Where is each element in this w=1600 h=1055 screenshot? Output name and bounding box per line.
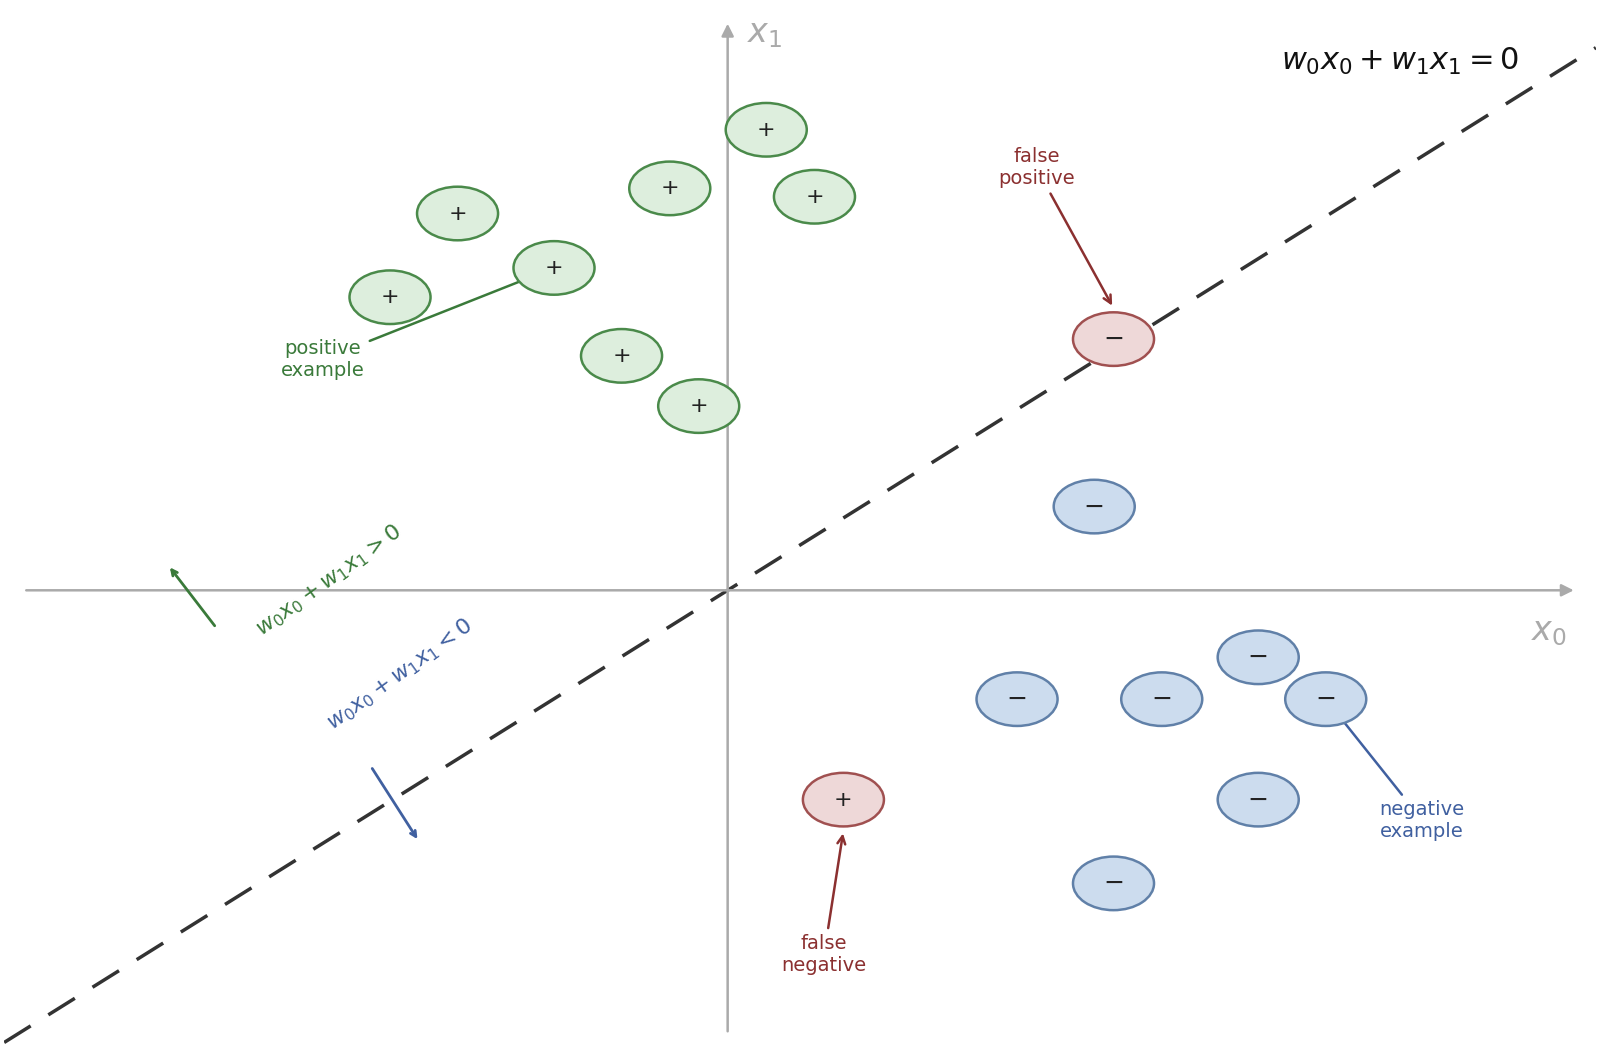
Text: +: +	[448, 204, 467, 224]
Text: positive
example: positive example	[280, 269, 549, 380]
Text: +: +	[381, 287, 400, 307]
Ellipse shape	[1218, 631, 1299, 684]
Text: −: −	[1248, 646, 1269, 669]
Ellipse shape	[581, 329, 662, 383]
Ellipse shape	[1218, 773, 1299, 826]
Text: $w_0 x_0 + w_1 x_1 < 0$: $w_0 x_0 + w_1 x_1 < 0$	[323, 614, 478, 735]
Ellipse shape	[349, 270, 430, 324]
Ellipse shape	[658, 380, 739, 433]
Ellipse shape	[726, 103, 806, 156]
Text: +: +	[661, 178, 678, 198]
Ellipse shape	[803, 773, 883, 826]
Text: +: +	[544, 257, 563, 277]
Ellipse shape	[774, 170, 854, 224]
Ellipse shape	[1074, 857, 1154, 910]
Text: +: +	[690, 396, 709, 416]
Text: −: −	[1083, 495, 1104, 519]
Ellipse shape	[1285, 672, 1366, 726]
Text: −: −	[1006, 687, 1027, 711]
Text: −: −	[1102, 871, 1125, 896]
Text: −: −	[1102, 327, 1125, 351]
Text: $x_0$: $x_0$	[1531, 615, 1566, 649]
Text: false
negative: false negative	[781, 837, 867, 975]
Ellipse shape	[1054, 480, 1134, 534]
Ellipse shape	[1074, 312, 1154, 366]
Text: +: +	[834, 789, 853, 809]
Ellipse shape	[514, 242, 595, 294]
Ellipse shape	[418, 187, 498, 241]
Text: +: +	[757, 120, 776, 139]
Text: $x_1$: $x_1$	[747, 17, 782, 50]
Ellipse shape	[1122, 672, 1202, 726]
Text: −: −	[1315, 687, 1336, 711]
Text: false
positive: false positive	[998, 148, 1110, 303]
Text: −: −	[1152, 687, 1173, 711]
Text: $w_0 x_0 + w_1 x_1 = 0$: $w_0 x_0 + w_1 x_1 = 0$	[1280, 46, 1518, 77]
Text: $w_0 x_0 + w_1 x_1 > 0$: $w_0 x_0 + w_1 x_1 > 0$	[251, 520, 406, 640]
Text: +: +	[613, 346, 630, 366]
Text: negative
example: negative example	[1330, 704, 1464, 841]
Text: +: +	[805, 187, 824, 207]
Ellipse shape	[976, 672, 1058, 726]
Text: −: −	[1248, 788, 1269, 811]
Ellipse shape	[629, 161, 710, 215]
